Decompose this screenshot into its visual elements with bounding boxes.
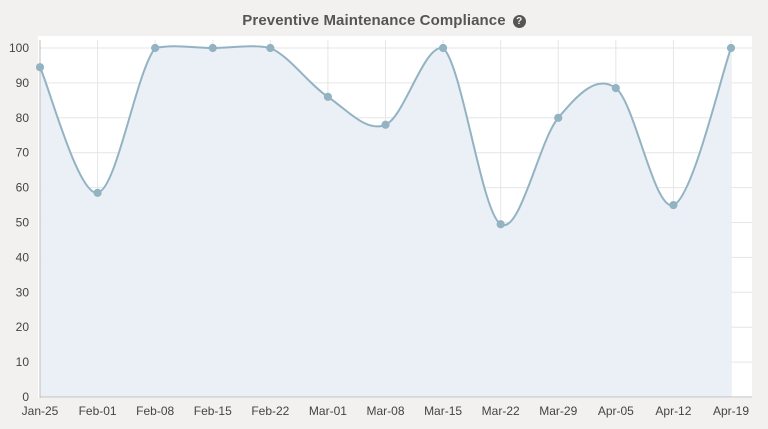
data-point[interactable]	[208, 43, 217, 53]
chart-title: Preventive Maintenance Compliance	[242, 12, 506, 29]
y-tick-label: 70	[16, 146, 30, 160]
x-tick-label: Mar-29	[539, 404, 577, 418]
x-tick-label: Jan-25	[22, 404, 59, 418]
y-tick-label: 80	[16, 111, 30, 125]
x-tick-label: Feb-08	[136, 404, 174, 418]
data-point[interactable]	[323, 92, 333, 101]
y-tick-label: 40	[16, 250, 30, 264]
x-tick-label: Mar-08	[366, 404, 404, 418]
x-tick-label: Mar-01	[309, 404, 347, 418]
series-area	[40, 46, 731, 397]
x-tick-label: Feb-15	[194, 404, 232, 418]
data-point[interactable]	[381, 120, 390, 129]
data-point[interactable]	[611, 84, 620, 93]
chart-title-bar: Preventive Maintenance Compliance?	[0, 12, 768, 34]
y-tick-label: 20	[16, 320, 30, 334]
y-tick-label: 90	[16, 76, 30, 90]
y-tick-label: 60	[16, 181, 30, 195]
data-point[interactable]	[496, 220, 505, 229]
data-point[interactable]	[266, 43, 275, 53]
data-point[interactable]	[438, 43, 448, 53]
x-tick-label: Apr-05	[598, 404, 634, 418]
y-tick-label: 0	[22, 390, 29, 404]
x-tick-label: Mar-15	[424, 404, 462, 418]
question-circle-icon[interactable]: ?	[512, 15, 526, 28]
x-tick-label: Feb-22	[251, 404, 289, 418]
data-point[interactable]	[554, 113, 563, 122]
x-tick-label: Mar-22	[482, 404, 520, 418]
data-point[interactable]	[35, 63, 45, 72]
data-point[interactable]	[151, 43, 160, 53]
data-point[interactable]	[93, 188, 102, 197]
y-tick-label: 50	[16, 216, 30, 230]
series-line	[39, 45, 732, 227]
y-tick-label: 10	[16, 355, 30, 369]
x-tick-label: Feb-01	[79, 404, 117, 418]
y-tick-label: 30	[16, 285, 30, 299]
data-point[interactable]	[726, 43, 736, 53]
x-tick-label: Apr-19	[713, 404, 749, 418]
data-point[interactable]	[669, 200, 678, 210]
y-tick-label: 100	[9, 41, 29, 55]
x-tick-label: Apr-12	[655, 404, 691, 418]
